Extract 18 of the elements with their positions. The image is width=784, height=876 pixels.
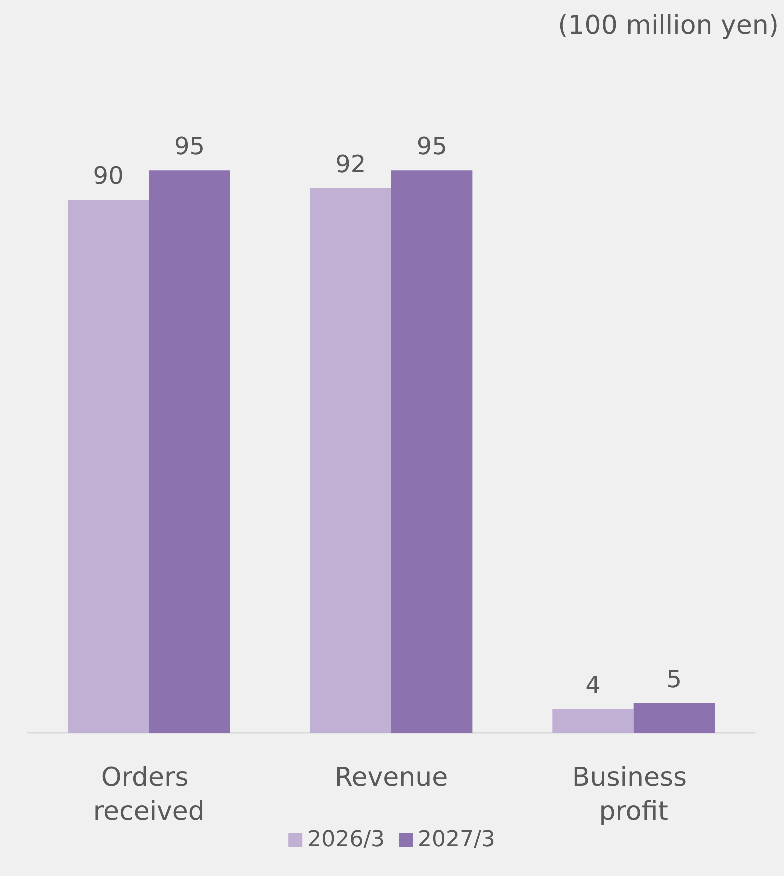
data-label: 95 <box>174 132 206 161</box>
bar <box>634 703 716 733</box>
x-tick-label: Orders received <box>93 763 205 827</box>
data-label: 5 <box>666 665 682 694</box>
bar <box>68 200 150 733</box>
data-label: 90 <box>93 162 124 190</box>
x-tick-label: Business profit <box>572 763 696 827</box>
bar <box>552 709 634 733</box>
bar <box>310 188 392 733</box>
legend-label: 2026/3 <box>308 828 386 852</box>
legend-label: 2027/3 <box>418 828 496 852</box>
bar <box>392 170 473 733</box>
data-label: 92 <box>336 150 366 178</box>
data-label: 95 <box>416 132 448 161</box>
chart-title: (100 million yen) <box>558 11 780 41</box>
x-tick-label: Revenue <box>334 763 448 793</box>
bar <box>149 170 230 733</box>
data-label: 4 <box>586 671 601 700</box>
